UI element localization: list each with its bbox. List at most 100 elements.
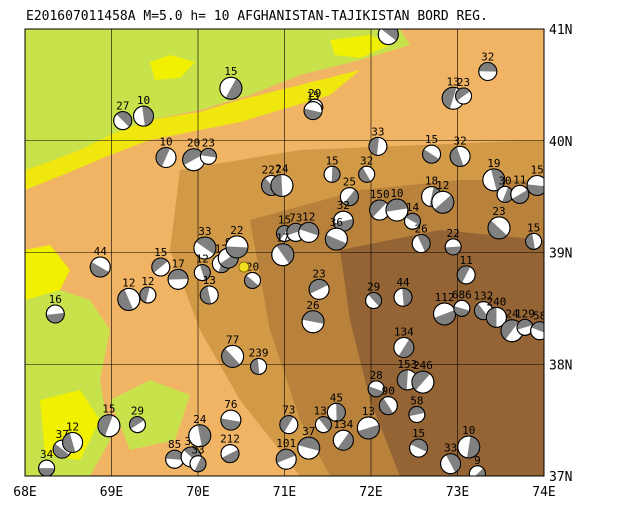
event-label: 240 — [486, 295, 506, 308]
beachball-rim — [167, 268, 189, 290]
beachball-compression-quadrant — [381, 29, 399, 41]
event-beachball: 30 — [496, 174, 514, 203]
beachball-compression-quadrant — [475, 468, 486, 476]
event-beachball: 17 — [271, 232, 295, 267]
beachball-rim — [440, 453, 462, 475]
event-beachball: 29 — [128, 405, 146, 434]
event-beachball: 12 — [139, 275, 157, 304]
y-tick-label: 39N — [549, 247, 572, 262]
beachball-rim — [456, 265, 476, 285]
x-tick-label: 74E — [532, 485, 555, 500]
event-label: 85 — [168, 438, 181, 451]
terrain-southwest-yellow — [25, 245, 70, 300]
event-label: 227 — [262, 163, 282, 176]
beachball-compression-quadrant — [434, 194, 454, 214]
beachball-rim — [422, 144, 442, 164]
event-label: 10 — [390, 187, 403, 200]
beachball-rim — [193, 236, 217, 260]
x-tick-label: 71E — [273, 485, 296, 500]
event-label: 23 — [492, 205, 505, 218]
beachball-compression-quadrant — [385, 199, 408, 212]
event-beachball: 33 — [189, 444, 207, 473]
beachball-compression-quadrant — [225, 78, 242, 100]
event-label: 15 — [425, 133, 438, 146]
beachball-compression-quadrant — [225, 246, 248, 258]
beachball-rim — [378, 396, 398, 416]
event-label: 10 — [159, 136, 172, 149]
beachball-rim — [453, 299, 471, 317]
beachball-rim — [530, 321, 544, 341]
beachball-compression-quadrant — [62, 432, 76, 453]
terrain-yellow-band — [25, 70, 360, 190]
beachball-rim — [155, 147, 177, 169]
event-label: 23 — [202, 136, 215, 149]
event-beachball: 33 — [368, 125, 388, 156]
y-tick-label: 37N — [549, 470, 572, 485]
event-label: 33 — [191, 444, 204, 457]
events-layer: 3437121529853524332127677239731013713245… — [38, 29, 544, 476]
beachball-compression-quadrant — [221, 449, 240, 463]
beachball-compression-quadrant — [276, 449, 296, 463]
terrain-south-yellow — [40, 390, 100, 460]
event-label: 212 — [220, 433, 240, 446]
beachball-compression-quadrant — [442, 87, 457, 109]
event-label: 90 — [382, 385, 395, 398]
beachball-rim — [139, 286, 157, 304]
beachball-compression-quadrant — [525, 233, 536, 250]
event-label: 26 — [415, 223, 428, 236]
event-beachball: 15 — [525, 221, 543, 250]
event-label: 24 — [193, 413, 207, 426]
beachball-compression-quadrant — [182, 148, 204, 166]
event-label: 34 — [40, 448, 54, 461]
beachball-compression-quadrant — [199, 264, 211, 281]
beachball-rim — [279, 415, 299, 435]
beachball-compression-quadrant — [318, 416, 332, 431]
beachball-compression-quadrant — [358, 167, 371, 183]
beachball-compression-quadrant — [97, 414, 113, 436]
beachball-rim — [275, 448, 297, 470]
beachball-rim — [297, 436, 321, 460]
beachball-rim — [117, 287, 141, 311]
beachball-rim — [221, 344, 245, 368]
beachball-rim — [408, 406, 426, 424]
beachball-compression-quadrant — [368, 292, 382, 307]
event-label: 246 — [413, 359, 433, 372]
map-frame — [24, 28, 545, 477]
beachball-compression-quadrant — [304, 108, 322, 120]
beachball-rim — [45, 304, 65, 324]
event-beachball: 13 — [199, 274, 219, 305]
beachball-rim — [188, 424, 212, 448]
beachball-rim — [199, 147, 217, 165]
beachball-compression-quadrant — [411, 371, 431, 391]
y-axis-ticks: 41N 40N 39N 38N 37N — [549, 23, 572, 485]
beachball-compression-quadrant — [486, 307, 497, 328]
event-label: 32 — [360, 154, 373, 167]
event-label: 45 — [330, 391, 343, 404]
beachball-rim — [482, 168, 506, 192]
event-beachball: 37 — [52, 428, 72, 459]
beachball-compression-quadrant — [368, 137, 380, 156]
event-label: 32 — [481, 50, 494, 63]
event-label: 20 — [246, 260, 259, 273]
terrain-lowland — [25, 29, 410, 170]
beachball-compression-quadrant — [299, 222, 319, 236]
event-label: 24 — [505, 308, 519, 321]
y-tick-label: 40N — [549, 135, 572, 150]
beachball-compression-quadrant — [453, 306, 470, 317]
beachball-rim — [444, 238, 462, 256]
event-beachball: 44 — [393, 276, 413, 307]
beachball-rim — [326, 402, 346, 422]
event-label: 20 — [187, 137, 200, 150]
event-label: 27 — [116, 100, 129, 113]
event-beachball: 15 — [97, 403, 121, 438]
event-label: 26 — [306, 299, 319, 312]
beachball-compression-quadrant — [512, 189, 529, 204]
event-label: 19 — [487, 157, 500, 170]
event-label: 33 — [371, 125, 384, 138]
event-label: 37 — [302, 425, 315, 438]
event-beachball: 32 — [478, 50, 498, 81]
beachball-compression-quadrant — [417, 234, 431, 252]
beachball-rim — [393, 336, 415, 358]
beachball-rim — [323, 165, 341, 183]
beachball-compression-quadrant — [531, 321, 544, 333]
